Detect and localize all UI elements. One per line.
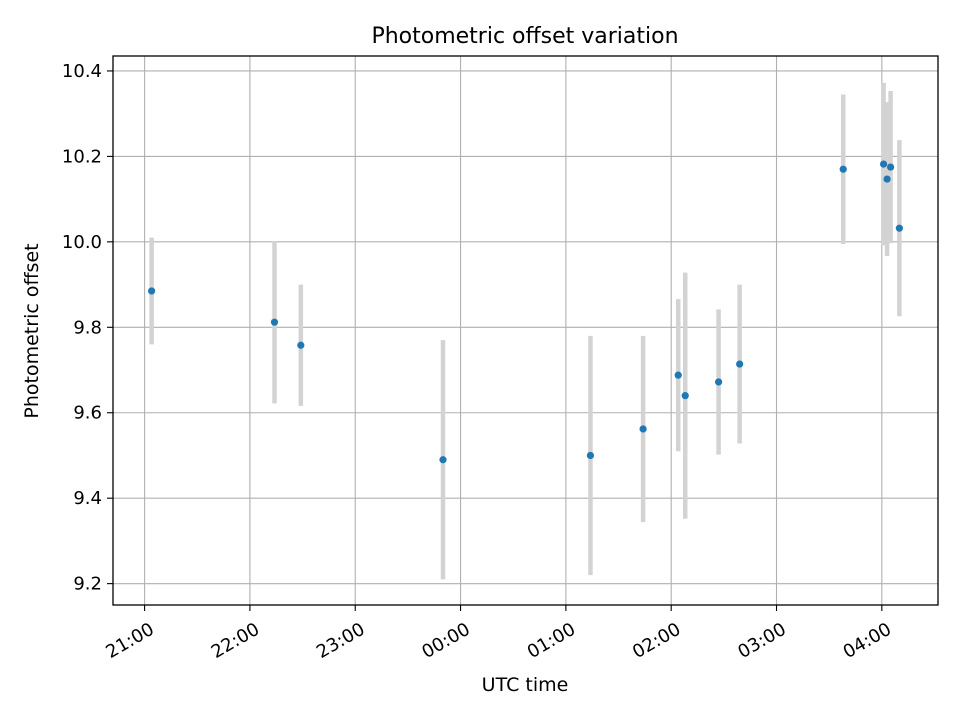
- y-axis-label: Photometric offset: [21, 243, 43, 418]
- data-point: [297, 341, 305, 349]
- error-bars: [149, 82, 902, 580]
- data-point: [148, 287, 156, 295]
- x-tick-label: 02:00: [629, 619, 684, 663]
- data-point: [879, 160, 888, 168]
- data-point: [639, 425, 647, 433]
- y-tick-label: 9.8: [73, 317, 102, 338]
- y-tick-label: 10.4: [62, 61, 102, 82]
- data-point: [674, 371, 682, 379]
- x-tick-label: 04:00: [840, 619, 895, 663]
- x-tick-label: 23:00: [313, 619, 368, 663]
- data-point: [883, 175, 891, 183]
- data-point: [270, 318, 279, 326]
- data-point: [681, 392, 689, 400]
- y-tick-label: 10.2: [62, 146, 102, 167]
- data-point: [439, 456, 447, 464]
- y-tick-label: 9.6: [73, 403, 102, 424]
- data-point: [736, 360, 744, 368]
- x-tick-label: 22:00: [208, 619, 263, 663]
- data-point: [839, 165, 847, 173]
- x-tick-label: 01:00: [524, 619, 579, 663]
- data-point: [714, 378, 723, 386]
- axis-ticks: 21:00 22:00 23:00 00:00 01:00 02:00 03:00 04:00…: [62, 61, 895, 663]
- chart-title: Photometric offset variation: [371, 24, 678, 49]
- data-point: [887, 163, 895, 171]
- data-point: [586, 451, 595, 460]
- grid: [113, 56, 938, 605]
- y-tick-label: 9.2: [73, 574, 102, 595]
- plot-frame: [112, 55, 939, 606]
- x-tick-label: 21:00: [102, 619, 157, 663]
- x-tick-label: 00:00: [418, 619, 473, 663]
- data-points: [148, 160, 903, 464]
- y-tick-label: 10.0: [62, 232, 102, 253]
- data-point: [895, 224, 903, 232]
- y-tick-label: 9.4: [73, 488, 102, 509]
- x-tick-label: 03:00: [734, 619, 789, 663]
- x-axis-label: UTC time: [482, 674, 569, 696]
